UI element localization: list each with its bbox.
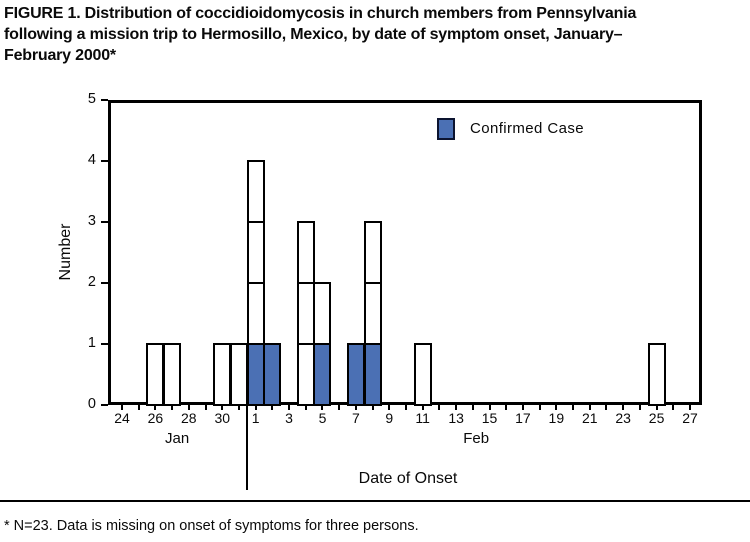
confirmed-case-box bbox=[364, 343, 382, 406]
x-axis-tick bbox=[154, 405, 157, 410]
x-tick-label: 11 bbox=[415, 410, 430, 426]
plot-frame bbox=[108, 100, 702, 405]
x-tick-label: 25 bbox=[648, 410, 665, 426]
y-tick-label: 3 bbox=[87, 213, 96, 229]
x-tick-label: 23 bbox=[615, 410, 631, 426]
y-axis-tick bbox=[101, 282, 108, 284]
x-axis-tick bbox=[187, 405, 190, 410]
case-box bbox=[364, 221, 382, 284]
case-box bbox=[247, 221, 265, 284]
case-box bbox=[414, 343, 432, 406]
x-tick-label: 7 bbox=[351, 410, 360, 426]
x-tick-label: 30 bbox=[214, 410, 231, 426]
case-box bbox=[247, 160, 265, 223]
x-axis-tick bbox=[371, 405, 374, 410]
x-tick-label: 13 bbox=[448, 410, 464, 426]
month-divider-line bbox=[246, 405, 249, 490]
x-axis-tick bbox=[588, 405, 591, 410]
y-axis-tick bbox=[101, 404, 108, 406]
case-box bbox=[213, 343, 231, 406]
x-axis-tick bbox=[455, 405, 458, 410]
y-tick-label: 0 bbox=[87, 396, 96, 412]
x-tick-label: 21 bbox=[581, 410, 598, 426]
x-axis-tick bbox=[622, 405, 625, 410]
case-box bbox=[297, 221, 315, 284]
x-tick-label: 17 bbox=[515, 410, 531, 426]
x-axis-tick bbox=[204, 405, 207, 410]
confirmed-case-box bbox=[263, 343, 281, 406]
x-axis-tick bbox=[388, 405, 391, 410]
x-axis-tick bbox=[672, 405, 675, 410]
figure-title-line-3: February 2000* bbox=[4, 47, 116, 64]
x-axis-title: Date of Onset bbox=[358, 470, 458, 487]
y-axis-tick bbox=[101, 99, 108, 101]
x-axis-tick bbox=[288, 405, 291, 410]
x-axis-tick bbox=[505, 405, 508, 410]
figure-title: FIGURE 1. Distribution of coccidioidomyc… bbox=[4, 3, 750, 66]
x-axis-tick bbox=[421, 405, 424, 410]
case-box bbox=[247, 282, 265, 345]
y-axis-tick bbox=[101, 160, 108, 162]
confirmed-case-box bbox=[313, 343, 331, 406]
x-tick-label: 27 bbox=[682, 410, 698, 426]
x-axis-tick bbox=[655, 405, 658, 410]
case-box bbox=[163, 343, 181, 406]
y-tick-label: 4 bbox=[87, 152, 96, 168]
x-axis-tick bbox=[405, 405, 407, 410]
month-label: Jan bbox=[165, 430, 190, 447]
x-tick-label: 5 bbox=[318, 410, 327, 426]
x-axis-tick bbox=[254, 405, 257, 410]
x-axis-tick bbox=[638, 405, 641, 410]
x-axis-tick bbox=[171, 405, 174, 410]
x-tick-label: 24 bbox=[114, 410, 130, 426]
case-box bbox=[230, 343, 248, 406]
x-tick-label: 9 bbox=[385, 410, 394, 426]
case-box bbox=[648, 343, 666, 406]
footnote: * N=23. Data is missing on onset of symp… bbox=[4, 518, 419, 534]
x-axis-tick bbox=[555, 405, 558, 410]
x-tick-label: 28 bbox=[181, 410, 197, 426]
footnote-divider-rule bbox=[0, 500, 750, 502]
x-tick-label: 26 bbox=[147, 410, 164, 426]
figure-title-line-2: following a mission trip to Hermosillo, … bbox=[4, 26, 623, 43]
x-axis-tick bbox=[605, 405, 608, 410]
figure-title-line-1: FIGURE 1. Distribution of coccidioidomyc… bbox=[4, 5, 637, 22]
x-axis-tick bbox=[471, 405, 474, 410]
x-tick-label: 3 bbox=[285, 410, 293, 426]
y-tick-label: 1 bbox=[87, 335, 96, 351]
x-axis-tick bbox=[121, 405, 123, 410]
case-box bbox=[364, 282, 382, 345]
x-axis-tick bbox=[271, 405, 274, 410]
y-tick-label: 2 bbox=[87, 274, 96, 290]
x-tick-label: 15 bbox=[481, 410, 498, 426]
case-box bbox=[146, 343, 164, 406]
y-tick-label: 5 bbox=[87, 91, 96, 107]
x-axis-tick bbox=[304, 405, 307, 410]
x-axis-tick bbox=[488, 405, 491, 410]
x-axis-tick bbox=[237, 405, 240, 410]
month-label: Feb bbox=[463, 430, 490, 447]
x-axis-tick bbox=[538, 405, 541, 410]
y-axis-tick bbox=[101, 343, 108, 345]
y-axis-tick bbox=[101, 221, 108, 223]
legend-swatch-confirmed-case bbox=[437, 118, 455, 140]
x-tick-label: 19 bbox=[548, 410, 565, 426]
legend-label-confirmed-case: Confirmed Case bbox=[470, 120, 584, 137]
x-tick-label: 1 bbox=[251, 410, 260, 426]
case-box bbox=[313, 282, 331, 345]
x-axis-tick bbox=[137, 405, 140, 410]
confirmed-case-box bbox=[347, 343, 365, 406]
x-axis-tick bbox=[338, 405, 341, 410]
x-axis-tick bbox=[438, 405, 441, 410]
x-axis-tick bbox=[572, 405, 575, 410]
x-axis-tick bbox=[521, 405, 524, 410]
x-axis-tick bbox=[321, 405, 324, 410]
x-axis-tick bbox=[221, 405, 224, 410]
x-axis-tick bbox=[354, 405, 357, 410]
x-axis-tick bbox=[689, 405, 691, 410]
